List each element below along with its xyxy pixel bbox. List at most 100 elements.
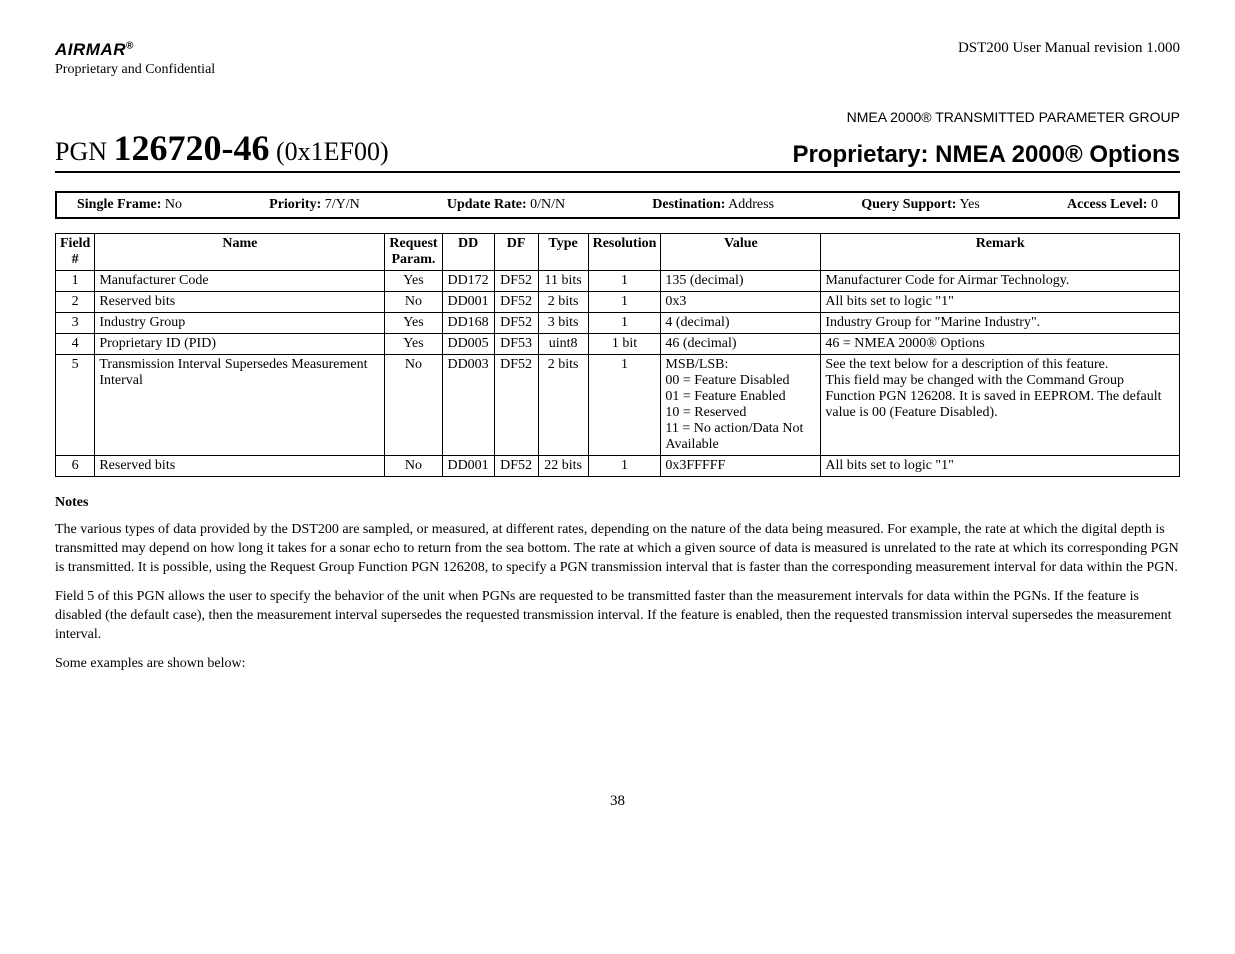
confidential-note: Proprietary and Confidential (55, 62, 215, 77)
table-row: 4Proprietary ID (PID)YesDD005DF53uint81 … (56, 334, 1180, 355)
pgn-title: PGN 126720-46 (0x1EF00) (55, 127, 389, 169)
col-dd: DD (442, 234, 494, 271)
table-cell: 5 (56, 355, 95, 456)
val: Yes (956, 197, 979, 212)
table-cell: No (385, 292, 442, 313)
table-cell: DD168 (442, 313, 494, 334)
notes-p1: The various types of data provided by th… (55, 521, 1180, 578)
val: 0 (1147, 197, 1158, 212)
table-cell: MSB/LSB: 00 = Feature Disabled 01 = Feat… (661, 355, 821, 456)
summary-update: Update Rate: 0/N/N (447, 197, 565, 213)
table-cell: 1 (588, 456, 661, 477)
brand-reg: ® (126, 40, 134, 51)
table-cell: Yes (385, 313, 442, 334)
title-row: PGN 126720-46 (0x1EF00) Proprietary: NME… (55, 127, 1180, 173)
table-cell: See the text below for a description of … (821, 355, 1180, 456)
col-type: Type (538, 234, 588, 271)
val: Address (725, 197, 774, 212)
table-cell: 3 bits (538, 313, 588, 334)
col-remark: Remark (821, 234, 1180, 271)
lbl: Destination: (652, 197, 725, 212)
notes-p2: Field 5 of this PGN allows the user to s… (55, 588, 1180, 645)
table-head-row: Field # Name Request Param. DD DF Type R… (56, 234, 1180, 271)
pgn-number: 126720-46 (114, 128, 270, 168)
table-cell: 6 (56, 456, 95, 477)
table-cell: Proprietary ID (PID) (95, 334, 385, 355)
table-cell: 0x3 (661, 292, 821, 313)
brand-name: AIRMAR® (55, 40, 134, 59)
col-res: Resolution (588, 234, 661, 271)
table-row: 1Manufacturer CodeYesDD172DF5211 bits113… (56, 271, 1180, 292)
table-cell: Manufacturer Code for Airmar Technology. (821, 271, 1180, 292)
notes-heading: Notes (55, 495, 1180, 511)
lbl: Access Level: (1067, 197, 1147, 212)
table-row: 5Transmission Interval Supersedes Measur… (56, 355, 1180, 456)
table-cell: 1 (588, 313, 661, 334)
table-cell: Reserved bits (95, 456, 385, 477)
doc-revision: DST200 User Manual revision 1.000 (958, 40, 1180, 57)
table-cell: DF52 (494, 271, 538, 292)
brand-text: AIRMAR (55, 40, 126, 59)
table-cell: DD005 (442, 334, 494, 355)
col-name: Name (95, 234, 385, 271)
table-cell: 135 (decimal) (661, 271, 821, 292)
proprietary-title: Proprietary: NMEA 2000® Options (792, 141, 1180, 169)
table-cell: Transmission Interval Supersedes Measure… (95, 355, 385, 456)
table-cell: DF52 (494, 313, 538, 334)
table-cell: 2 (56, 292, 95, 313)
summary-bar: Single Frame: No Priority: 7/Y/N Update … (55, 191, 1180, 219)
table-cell: DF52 (494, 292, 538, 313)
table-cell: All bits set to logic "1" (821, 292, 1180, 313)
table-cell: 22 bits (538, 456, 588, 477)
table-cell: 3 (56, 313, 95, 334)
brand-block: AIRMAR® Proprietary and Confidential (55, 40, 215, 79)
table-cell: uint8 (538, 334, 588, 355)
table-cell: No (385, 355, 442, 456)
col-field: Field # (56, 234, 95, 271)
col-req: Request Param. (385, 234, 442, 271)
summary-priority: Priority: 7/Y/N (269, 197, 360, 213)
lbl: Update Rate: (447, 197, 527, 212)
lbl: Query Support: (861, 197, 956, 212)
summary-query: Query Support: Yes (861, 197, 980, 213)
val: No (161, 197, 182, 212)
table-cell: 0x3FFFFF (661, 456, 821, 477)
table-cell: 1 bit (588, 334, 661, 355)
table-cell: No (385, 456, 442, 477)
table-cell: Yes (385, 271, 442, 292)
table-cell: 2 bits (538, 355, 588, 456)
table-cell: 1 (588, 271, 661, 292)
table-cell: DD001 (442, 292, 494, 313)
table-cell: 1 (588, 292, 661, 313)
table-cell: 46 = NMEA 2000® Options (821, 334, 1180, 355)
col-df: DF (494, 234, 538, 271)
pgn-prefix: PGN (55, 137, 114, 166)
table-row: 3Industry GroupYesDD168DF523 bits14 (dec… (56, 313, 1180, 334)
table-cell: 46 (decimal) (661, 334, 821, 355)
val: 0/N/N (527, 197, 566, 212)
table-cell: DF53 (494, 334, 538, 355)
doc-header: AIRMAR® Proprietary and Confidential DST… (55, 40, 1180, 79)
table-cell: 4 (decimal) (661, 313, 821, 334)
table-cell: DD172 (442, 271, 494, 292)
table-cell: DD001 (442, 456, 494, 477)
table-cell: DF52 (494, 355, 538, 456)
table-row: 2Reserved bitsNoDD001DF522 bits10x3All b… (56, 292, 1180, 313)
table-cell: Industry Group for "Marine Industry". (821, 313, 1180, 334)
table-cell: Yes (385, 334, 442, 355)
fields-table: Field # Name Request Param. DD DF Type R… (55, 233, 1180, 477)
lbl: Priority: (269, 197, 321, 212)
val: 7/Y/N (321, 197, 360, 212)
col-value: Value (661, 234, 821, 271)
table-cell: All bits set to logic "1" (821, 456, 1180, 477)
table-row: 6Reserved bitsNoDD001DF5222 bits10x3FFFF… (56, 456, 1180, 477)
table-cell: DF52 (494, 456, 538, 477)
lbl: Single Frame: (77, 197, 161, 212)
table-cell: Reserved bits (95, 292, 385, 313)
summary-dest: Destination: Address (652, 197, 774, 213)
pgn-hex: (0x1EF00) (270, 137, 389, 166)
group-label: NMEA 2000® TRANSMITTED PARAMETER GROUP (55, 109, 1180, 125)
table-cell: 1 (588, 355, 661, 456)
table-cell: Industry Group (95, 313, 385, 334)
table-cell: 11 bits (538, 271, 588, 292)
